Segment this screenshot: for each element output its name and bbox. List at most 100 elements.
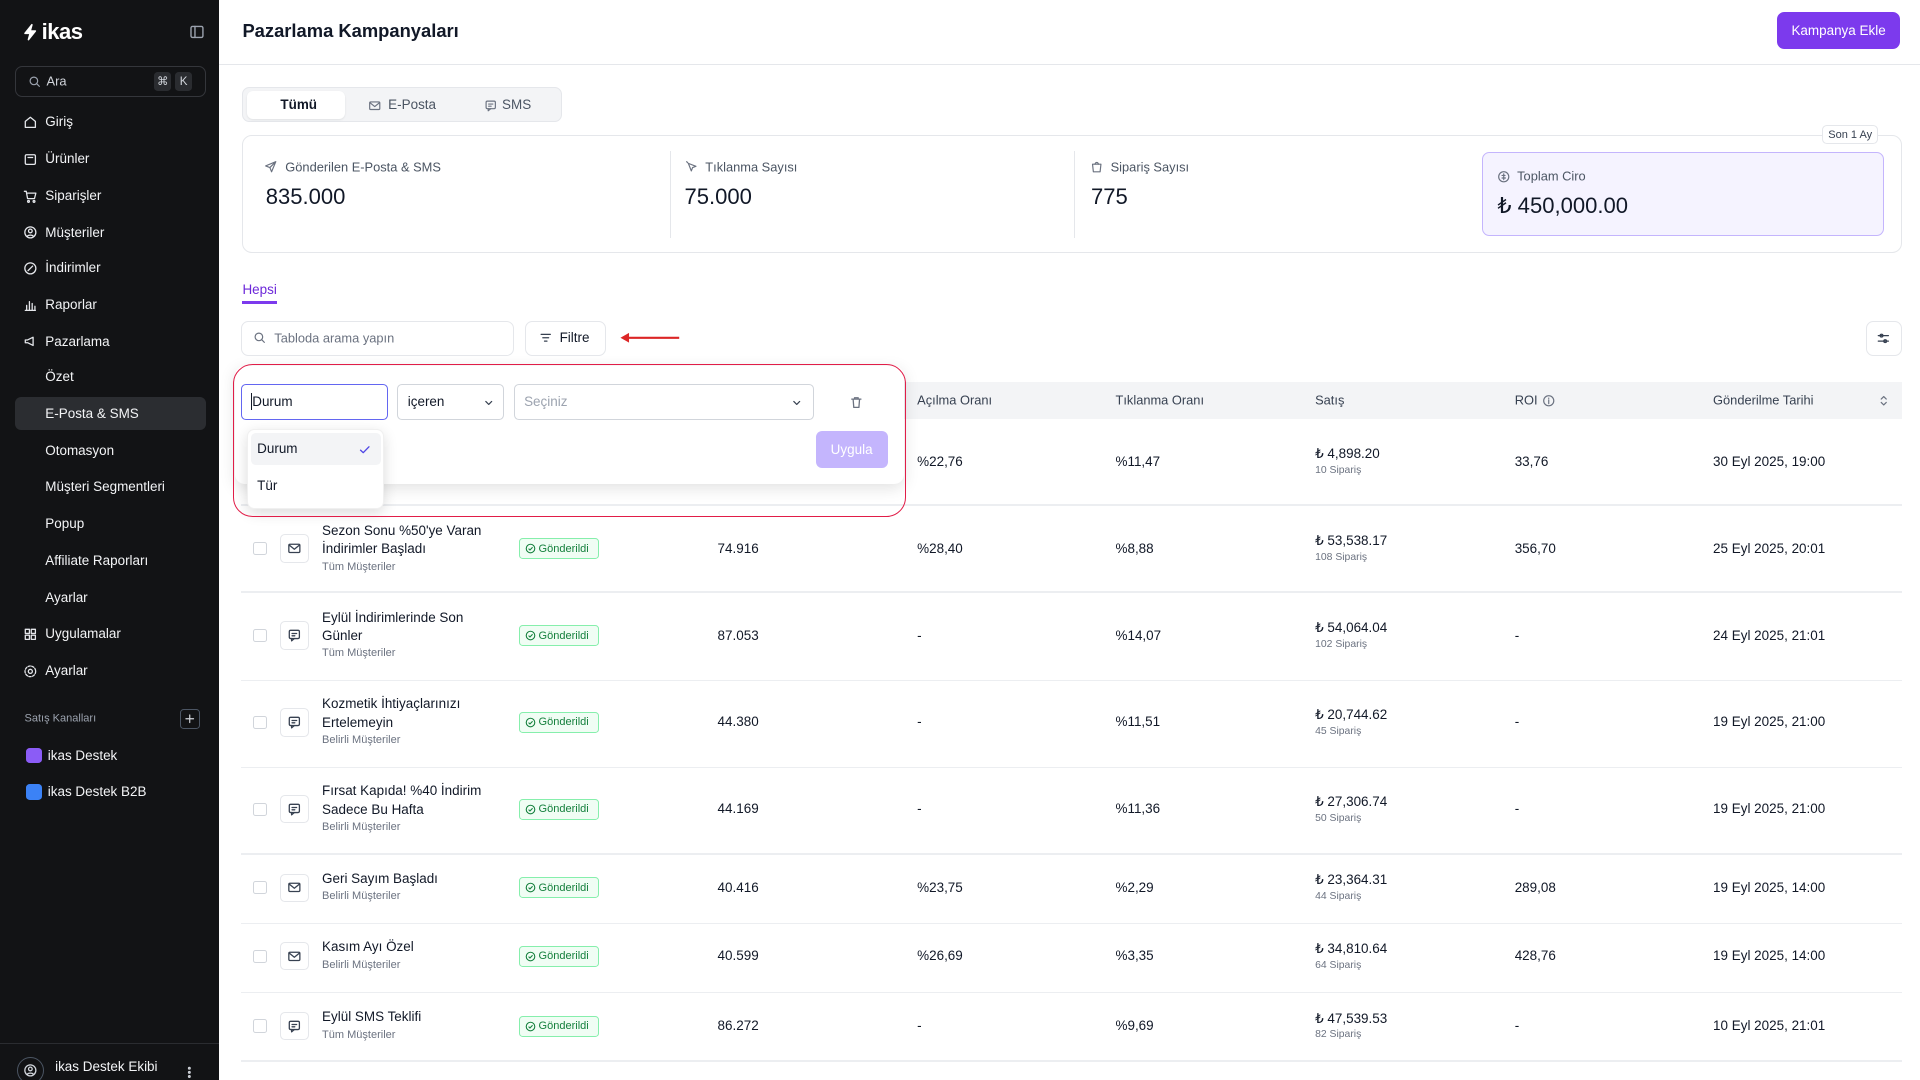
column-header: ROI [1514, 392, 1538, 408]
stat-label: Gönderilen E-Posta & SMS [285, 158, 441, 174]
orders: 108 Sipariş [1315, 551, 1368, 563]
sales: ₺ 54,064.04 [1315, 620, 1388, 636]
tab-active [247, 90, 346, 119]
nav-item[interactable]: Ürünler [45, 151, 90, 167]
nav-item[interactable]: İndirimler [45, 260, 101, 276]
icon-shape [24, 665, 37, 677]
nav-item[interactable]: Pazarlama [45, 333, 110, 349]
tab[interactable]: E-Posta [388, 97, 437, 113]
row-checkbox[interactable] [253, 541, 267, 556]
dropdown-option[interactable]: Durum [257, 441, 298, 457]
nav-subitem[interactable]: E-Posta & SMS [45, 405, 139, 421]
nav-item[interactable]: Raporlar [45, 296, 97, 312]
row-divider [241, 923, 1902, 925]
status-text: Gönderildi [538, 716, 589, 729]
channel-item[interactable]: ikas Destek B2B [47, 784, 147, 800]
sidebar-search[interactable] [14, 66, 206, 97]
nav-item[interactable]: Ayarlar [45, 662, 88, 678]
icon-shape [26, 234, 35, 238]
icon-shape [24, 634, 31, 640]
row-checkbox[interactable] [253, 881, 267, 895]
filter-button[interactable] [525, 320, 607, 357]
sort-icon [1877, 394, 1890, 407]
campaign-cell: Kozmetik İhtiyaçlarınızı Ertelemeyin Beli… [322, 695, 487, 749]
filter-button-label[interactable]: Filtre [559, 329, 590, 345]
campaign-name[interactable]: Sezon Sonu %50'ye Varan İndirimler Başla… [322, 522, 482, 556]
nav-subitem[interactable]: Affiliate Raporları [45, 552, 149, 568]
stat-value: 75.000 [684, 183, 752, 209]
icon-shape [24, 153, 37, 165]
icon-shape [264, 160, 277, 173]
header-divider [219, 63, 1920, 65]
campaign-name[interactable]: Kasım Ayı Özel [322, 939, 414, 955]
icon-shape [1543, 395, 1555, 407]
icon-shape [850, 397, 862, 408]
icon-shape [27, 265, 34, 272]
nav-subitem[interactable]: Özet [45, 369, 74, 385]
sent-count: 44.380 [717, 714, 759, 730]
operator-select[interactable] [396, 384, 505, 420]
open-rate: %26,69 [917, 948, 963, 964]
icon-shape [185, 714, 195, 724]
icon-shape [288, 716, 301, 727]
dropdown-option[interactable]: Tür [257, 478, 278, 494]
apply-button[interactable]: Uygula [815, 431, 888, 468]
icon-shape [24, 23, 37, 41]
nav-item[interactable]: Siparişler [45, 187, 102, 203]
nav-item[interactable]: Müşteriler [45, 224, 105, 240]
icon-shape [24, 262, 37, 275]
icon-shape [360, 445, 370, 453]
nav-subitem[interactable]: Müşteri Segmentleri [45, 479, 165, 495]
icon-shape [1877, 333, 1889, 343]
row-checkbox[interactable] [253, 802, 267, 817]
stat-label: Tıklanma Sayısı [705, 158, 798, 174]
nav-icon [23, 152, 38, 167]
user-name[interactable]: ikas Destek Ekibi [55, 1058, 158, 1074]
campaign-name[interactable]: Fırsat Kapıda! %40 İndirim Sadece Bu Haf… [322, 783, 482, 817]
add-channel[interactable] [180, 708, 200, 729]
channel-item[interactable]: ikas Destek [47, 747, 118, 763]
roi: - [1514, 1018, 1520, 1034]
orders: 45 Sipariş [1315, 725, 1362, 737]
delete-filter[interactable] [849, 395, 864, 410]
channel-icon [287, 541, 302, 556]
row-checkbox[interactable] [253, 1019, 267, 1033]
columns-button[interactable] [1866, 320, 1902, 357]
sent-count: 87.053 [717, 627, 759, 643]
nav-subitem[interactable]: Otomasyon [45, 442, 115, 458]
icon-shape [288, 543, 301, 554]
orders: 64 Sipariş [1315, 959, 1362, 971]
status-badge: Gönderildi [519, 712, 599, 733]
orders: 82 Sipariş [1315, 1029, 1362, 1041]
row-checkbox[interactable] [253, 949, 267, 964]
open-rate: %23,75 [917, 879, 963, 895]
channel-icon-box [280, 795, 309, 824]
row-checkbox[interactable] [253, 715, 267, 730]
icon-shape [24, 628, 37, 640]
orders: 44 Sipariş [1315, 890, 1362, 902]
icon-shape [686, 160, 697, 172]
icon-shape [525, 951, 536, 962]
orders: 102 Sipariş [1315, 638, 1368, 650]
send-date: 19 Eyl 2025, 21:00 [1713, 714, 1826, 730]
campaign-name[interactable]: Geri Sayım Başladı [322, 870, 438, 886]
view-tab[interactable]: Hepsi [242, 282, 277, 298]
tab[interactable]: Tümü [280, 97, 318, 113]
add-campaign-button[interactable]: Kampanya Ekle [1776, 12, 1901, 49]
campaign-name[interactable]: Eylül İndirimlerinde Son Günler [322, 609, 464, 643]
nav-item[interactable]: Uygulamalar [45, 626, 121, 642]
icon-shape [288, 951, 301, 962]
value-select[interactable] [514, 384, 815, 420]
nav-subitem[interactable]: Popup [45, 516, 85, 531]
icon-shape [485, 400, 493, 405]
page-title: Pazarlama Kampanyaları [242, 19, 459, 41]
nav-subitem[interactable]: Ayarlar [45, 589, 88, 605]
campaign-name[interactable]: Eylül SMS Teklifi [322, 1009, 422, 1025]
table-search[interactable] [241, 320, 515, 357]
tab[interactable]: SMS [502, 97, 532, 113]
nav-item[interactable]: Giriş [45, 114, 73, 130]
row-checkbox[interactable] [253, 628, 267, 643]
field-select[interactable] [241, 384, 389, 420]
icon-shape [24, 153, 37, 165]
campaign-name[interactable]: Kozmetik İhtiyaçlarınızı Ertelemeyin [322, 696, 461, 730]
